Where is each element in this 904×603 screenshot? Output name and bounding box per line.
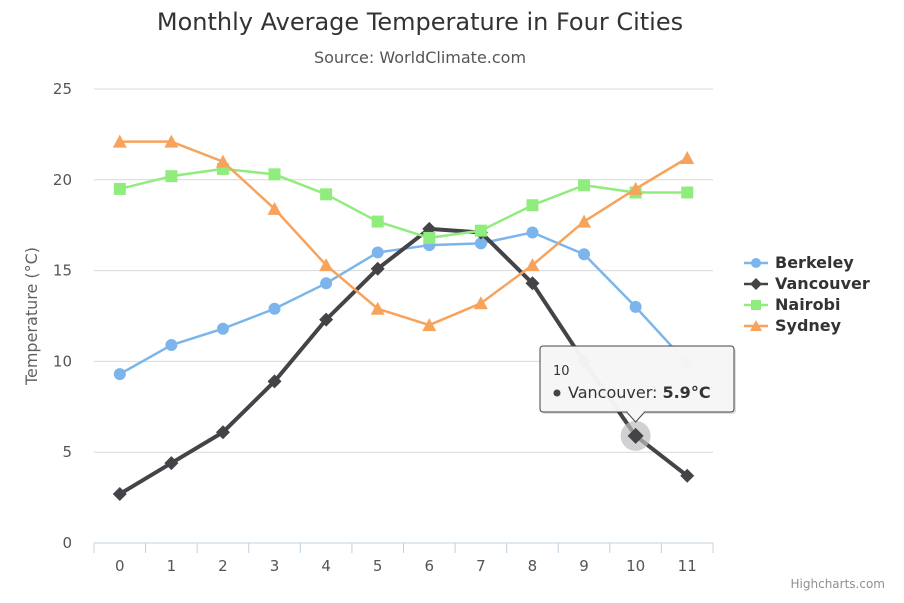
x-tick-label: 4 xyxy=(321,557,331,575)
y-tick-label: 0 xyxy=(62,534,72,552)
legend-square-icon xyxy=(751,300,761,310)
data-point-nairobi xyxy=(165,170,177,182)
tooltip-header: 10 xyxy=(553,364,570,379)
chart-title: Monthly Average Temperature in Four Citi… xyxy=(157,8,683,36)
tooltip-value: 5.9°C xyxy=(662,383,710,402)
data-point-berkeley xyxy=(372,246,384,258)
tooltip-bullet-icon xyxy=(554,390,561,397)
data-point-nairobi xyxy=(526,199,538,211)
x-tick-label: 11 xyxy=(678,557,697,575)
data-point-berkeley xyxy=(320,277,332,289)
data-point-berkeley xyxy=(165,339,177,351)
legend-label: Vancouver xyxy=(775,274,870,293)
y-tick-label: 20 xyxy=(53,171,72,189)
data-point-berkeley xyxy=(217,323,229,335)
x-tick-label: 8 xyxy=(528,557,538,575)
x-tick-label: 6 xyxy=(425,557,435,575)
data-point-nairobi xyxy=(578,179,590,191)
x-tick-label: 2 xyxy=(218,557,228,575)
x-tick-label: 7 xyxy=(476,557,486,575)
data-point-nairobi xyxy=(269,168,281,180)
legend-label: Nairobi xyxy=(775,295,841,314)
data-point-berkeley xyxy=(269,303,281,315)
x-tick-label: 0 xyxy=(115,557,125,575)
tooltip-pointer-cover xyxy=(628,410,644,413)
legend-label: Sydney xyxy=(775,316,842,335)
data-point-nairobi xyxy=(423,232,435,244)
tooltip-text: Vancouver: 5.9°C xyxy=(568,383,711,402)
tooltip: 10 Vancouver: 5.9°C xyxy=(540,346,736,422)
x-tick-label: 9 xyxy=(579,557,589,575)
data-point-berkeley xyxy=(114,368,126,380)
tooltip-box xyxy=(540,346,734,412)
tooltip-label: Vancouver: xyxy=(568,383,662,402)
data-point-berkeley xyxy=(526,226,538,238)
chart-subtitle: Source: WorldClimate.com xyxy=(314,48,526,67)
credits-link[interactable]: Highcharts.com xyxy=(791,577,885,591)
x-tick-label: 1 xyxy=(167,557,177,575)
data-point-nairobi xyxy=(114,183,126,195)
legend-label: Berkeley xyxy=(775,253,854,272)
y-tick-label: 25 xyxy=(53,80,72,98)
data-point-nairobi xyxy=(681,187,693,199)
legend-circle-icon xyxy=(751,258,761,268)
y-tick-label: 5 xyxy=(62,443,72,461)
data-point-berkeley xyxy=(578,248,590,260)
data-point-nairobi xyxy=(475,225,487,237)
y-tick-label: 15 xyxy=(53,262,72,280)
data-point-nairobi xyxy=(320,188,332,200)
x-tick-label: 10 xyxy=(626,557,645,575)
x-tick-label: 3 xyxy=(270,557,280,575)
y-tick-label: 10 xyxy=(53,352,72,370)
data-point-berkeley xyxy=(630,301,642,313)
data-point-nairobi xyxy=(372,216,384,228)
y-axis-title: Temperature (°C) xyxy=(22,247,41,386)
x-tick-label: 5 xyxy=(373,557,383,575)
